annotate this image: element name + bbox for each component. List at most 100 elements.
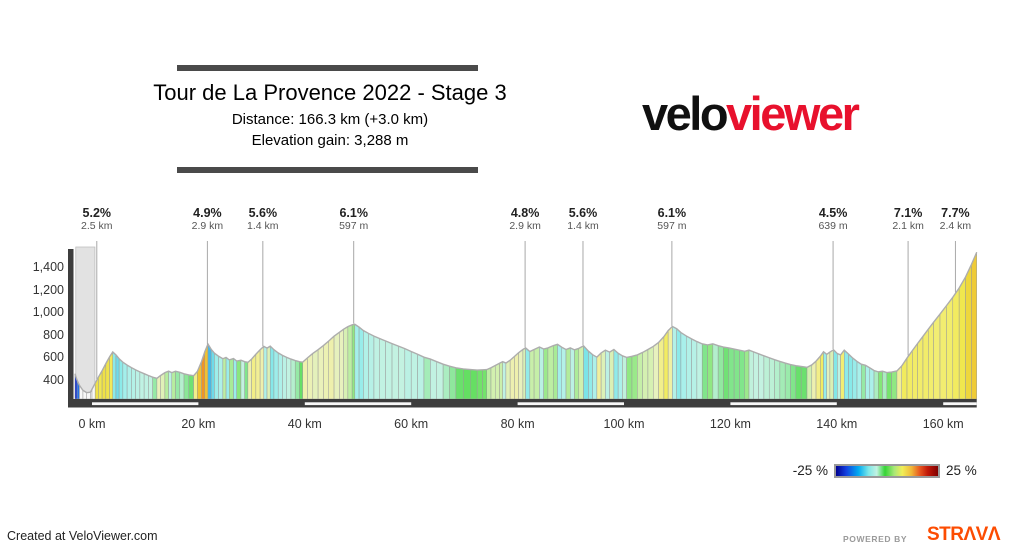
y-tick-label: 800 bbox=[43, 327, 64, 342]
profile-strip bbox=[118, 358, 124, 400]
profile-strip bbox=[685, 335, 692, 400]
profile-strip bbox=[840, 349, 845, 400]
climb-label: 4.5% 639 m bbox=[788, 206, 878, 232]
profile-strip bbox=[820, 350, 824, 400]
axis-distance-stripe bbox=[517, 402, 624, 406]
profile-strip bbox=[343, 326, 349, 400]
profile-strip bbox=[207, 343, 212, 400]
profile-strip bbox=[244, 361, 249, 400]
axis-distance-stripe bbox=[730, 402, 837, 406]
profile-strip bbox=[183, 373, 190, 400]
profile-strip bbox=[552, 343, 558, 400]
profile-strip bbox=[148, 375, 153, 400]
profile-strip bbox=[744, 349, 750, 400]
profile-strip bbox=[971, 252, 977, 400]
y-tick-label: 1,000 bbox=[32, 305, 64, 320]
axis-distance-stripe bbox=[943, 402, 977, 406]
profile-strip bbox=[653, 341, 659, 400]
profile-strip bbox=[574, 348, 580, 400]
profile-strip bbox=[385, 340, 393, 400]
profile-strip bbox=[442, 363, 450, 400]
profile-strip bbox=[605, 349, 610, 400]
profile-strip bbox=[707, 343, 714, 400]
profile-strip bbox=[299, 361, 303, 400]
profile-strip bbox=[811, 360, 817, 400]
profile-strip bbox=[815, 355, 821, 400]
profile-strip bbox=[626, 355, 633, 400]
profile-strip bbox=[676, 328, 682, 400]
profile-strip bbox=[368, 333, 375, 400]
credit-link[interactable]: Created at VeloViewer.com bbox=[7, 529, 158, 543]
lead-in-band bbox=[75, 246, 96, 394]
profile-strip bbox=[210, 348, 215, 400]
profile-strip bbox=[758, 353, 765, 400]
climb-length: 2.1 km bbox=[892, 220, 924, 233]
profile-strip bbox=[672, 326, 677, 400]
profile-strip bbox=[873, 370, 879, 400]
profile-strip bbox=[379, 338, 386, 400]
profile-strip bbox=[667, 325, 673, 400]
profile-strip bbox=[294, 360, 300, 400]
profile-strip bbox=[733, 348, 740, 400]
profile-strip bbox=[833, 349, 838, 400]
profile-strip bbox=[333, 331, 340, 400]
climb-length: 639 m bbox=[818, 220, 848, 233]
profile-strip bbox=[171, 370, 176, 400]
profile-strip bbox=[701, 343, 708, 400]
profile-strip bbox=[622, 355, 627, 400]
profile-strip bbox=[417, 353, 425, 400]
profile-strip bbox=[236, 359, 242, 400]
profile-strip bbox=[739, 349, 746, 400]
profile-strip bbox=[578, 345, 584, 400]
axis-distance-stripe bbox=[92, 402, 199, 406]
profile-strip bbox=[823, 351, 827, 400]
profile-strip bbox=[795, 365, 802, 400]
profile-strip bbox=[126, 364, 132, 400]
profile-strip bbox=[225, 356, 230, 400]
x-tick-label: 100 km bbox=[603, 417, 645, 431]
climb-label: 4.8% 2.9 km bbox=[480, 206, 570, 232]
profile-strip bbox=[768, 357, 775, 400]
profile-strip bbox=[933, 313, 941, 400]
profile-strip bbox=[160, 372, 166, 400]
profile-strip bbox=[728, 347, 735, 400]
profile-strip bbox=[317, 345, 324, 400]
profile-strip bbox=[351, 323, 356, 400]
profile-strip bbox=[222, 357, 227, 400]
profile-strip bbox=[878, 370, 883, 400]
profile-strip bbox=[470, 369, 478, 400]
y-tick-label: 600 bbox=[43, 350, 64, 365]
profile-strip bbox=[696, 341, 703, 400]
profile-strip bbox=[282, 354, 287, 400]
profile-strip bbox=[609, 349, 615, 400]
veloviewer-logo: veloviewer bbox=[642, 90, 860, 137]
y-tick-label: 1,200 bbox=[32, 282, 64, 297]
profile-strip bbox=[156, 374, 161, 400]
profile-strip bbox=[135, 369, 141, 400]
profile-strip bbox=[347, 324, 353, 400]
profile-strip bbox=[917, 335, 924, 400]
profile-strip bbox=[547, 345, 554, 400]
profile-strip bbox=[358, 326, 364, 400]
profile-strip bbox=[218, 355, 224, 400]
profile-strip bbox=[522, 347, 526, 400]
axis-distance-stripe bbox=[304, 402, 412, 406]
gradient-legend-bar bbox=[834, 464, 940, 478]
profile-strip bbox=[164, 370, 169, 400]
legend-max-label: 25 % bbox=[946, 463, 977, 478]
climb-grade: 7.7% bbox=[941, 206, 970, 220]
profile-strip bbox=[263, 345, 268, 400]
profile-strip bbox=[423, 356, 431, 400]
page-title: Tour de La Provence 2022 - Stage 3 bbox=[153, 80, 507, 105]
profile-strip bbox=[391, 343, 399, 400]
y-axis-bar bbox=[68, 249, 74, 407]
profile-strip bbox=[784, 362, 791, 400]
profile-strip bbox=[748, 349, 754, 400]
profile-outline bbox=[74, 252, 978, 394]
title-block: Tour de La Provence 2022 - Stage 3 Dista… bbox=[105, 80, 555, 151]
climb-label: 4.9% 2.9 km bbox=[162, 206, 252, 232]
profile-strip bbox=[882, 370, 888, 400]
profile-strip bbox=[529, 349, 535, 400]
profile-strip bbox=[680, 332, 687, 400]
profile-strip bbox=[806, 364, 813, 400]
